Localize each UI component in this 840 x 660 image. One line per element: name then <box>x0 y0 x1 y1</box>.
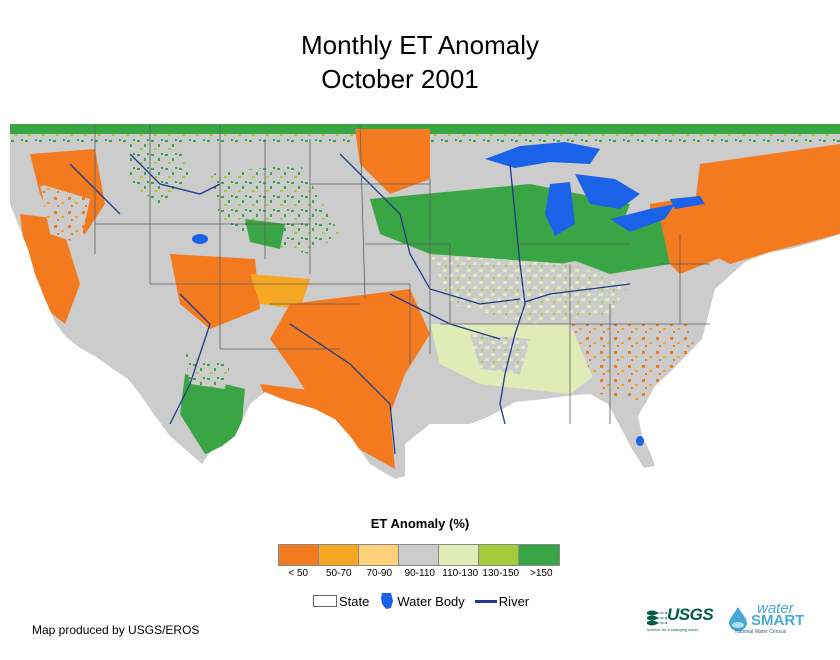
anomaly-raster <box>10 124 840 479</box>
usgs-logo: USGS science for a changing world <box>647 605 721 635</box>
legend-swatch-110-130 <box>439 545 479 565</box>
legend-label: 110-130 <box>442 568 479 579</box>
legend-label: >150 <box>529 568 553 579</box>
feature-legend: State Water Body River <box>313 592 529 610</box>
legend-label: 130-150 <box>482 568 520 579</box>
watersmart-smart-word: SMART <box>751 612 805 629</box>
water-drop-icon <box>729 607 747 631</box>
state-swatch-icon <box>313 595 337 607</box>
state-boundaries <box>94 124 710 424</box>
legend-label: 70-90 <box>366 568 393 579</box>
water-body-icon <box>381 593 394 609</box>
map-credit: Map produced by USGS/EROS <box>32 623 200 637</box>
watersmart-logo: water SMART National Water Census <box>727 600 813 638</box>
map-subtitle-date: October 2001 <box>321 64 479 94</box>
usgs-tagline: science for a changing world <box>647 627 698 632</box>
legend-swatch-130-150 <box>479 545 519 565</box>
legend-swatch-70-90 <box>359 545 399 565</box>
et-anomaly-map <box>10 124 840 479</box>
map-title: Monthly ET Anomaly <box>301 30 539 60</box>
state-label: State <box>339 593 370 609</box>
legend-swatch-gt150 <box>519 545 559 565</box>
water-body-label: Water Body <box>397 593 465 609</box>
legend-swatch-lt50 <box>279 545 319 565</box>
river-label: River <box>498 593 530 609</box>
legend-swatch-50-70 <box>319 545 359 565</box>
usgs-wordmark: USGS <box>667 605 714 624</box>
watersmart-tagline: National Water Census <box>735 629 787 635</box>
watersmart-water-word: water <box>757 600 794 617</box>
river-line-icon <box>474 599 497 603</box>
legend-label: 50-70 <box>325 568 352 579</box>
legend-swatch-90-110 <box>399 545 439 565</box>
legend-title: ET Anomaly (%) <box>370 516 470 531</box>
legend-color-bar <box>278 544 560 566</box>
legend-label: < 50 <box>288 568 309 579</box>
usgs-wave-icon <box>647 610 667 626</box>
great-lakes <box>192 142 705 446</box>
legend-labels: < 50 50-70 70-90 90-110 110-130 130-150 … <box>278 568 562 579</box>
legend-label: 90-110 <box>404 568 435 579</box>
